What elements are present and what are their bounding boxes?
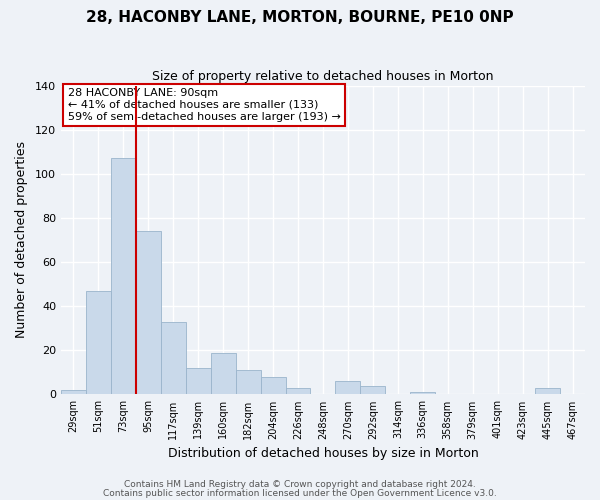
Text: Contains public sector information licensed under the Open Government Licence v3: Contains public sector information licen…	[103, 488, 497, 498]
Y-axis label: Number of detached properties: Number of detached properties	[15, 142, 28, 338]
Text: Contains HM Land Registry data © Crown copyright and database right 2024.: Contains HM Land Registry data © Crown c…	[124, 480, 476, 489]
Bar	[161, 322, 186, 394]
Bar	[61, 390, 86, 394]
Bar	[410, 392, 435, 394]
Bar	[136, 231, 161, 394]
Bar	[335, 381, 361, 394]
Bar	[361, 386, 385, 394]
Text: 28, HACONBY LANE, MORTON, BOURNE, PE10 0NP: 28, HACONBY LANE, MORTON, BOURNE, PE10 0…	[86, 10, 514, 25]
Bar	[111, 158, 136, 394]
Text: 28 HACONBY LANE: 90sqm
← 41% of detached houses are smaller (133)
59% of semi-de: 28 HACONBY LANE: 90sqm ← 41% of detached…	[68, 88, 341, 122]
Bar	[286, 388, 310, 394]
Bar	[211, 352, 236, 395]
X-axis label: Distribution of detached houses by size in Morton: Distribution of detached houses by size …	[167, 447, 478, 460]
Bar	[186, 368, 211, 394]
Title: Size of property relative to detached houses in Morton: Size of property relative to detached ho…	[152, 70, 494, 83]
Bar	[535, 388, 560, 394]
Bar	[86, 290, 111, 395]
Bar	[236, 370, 260, 394]
Bar	[260, 377, 286, 394]
